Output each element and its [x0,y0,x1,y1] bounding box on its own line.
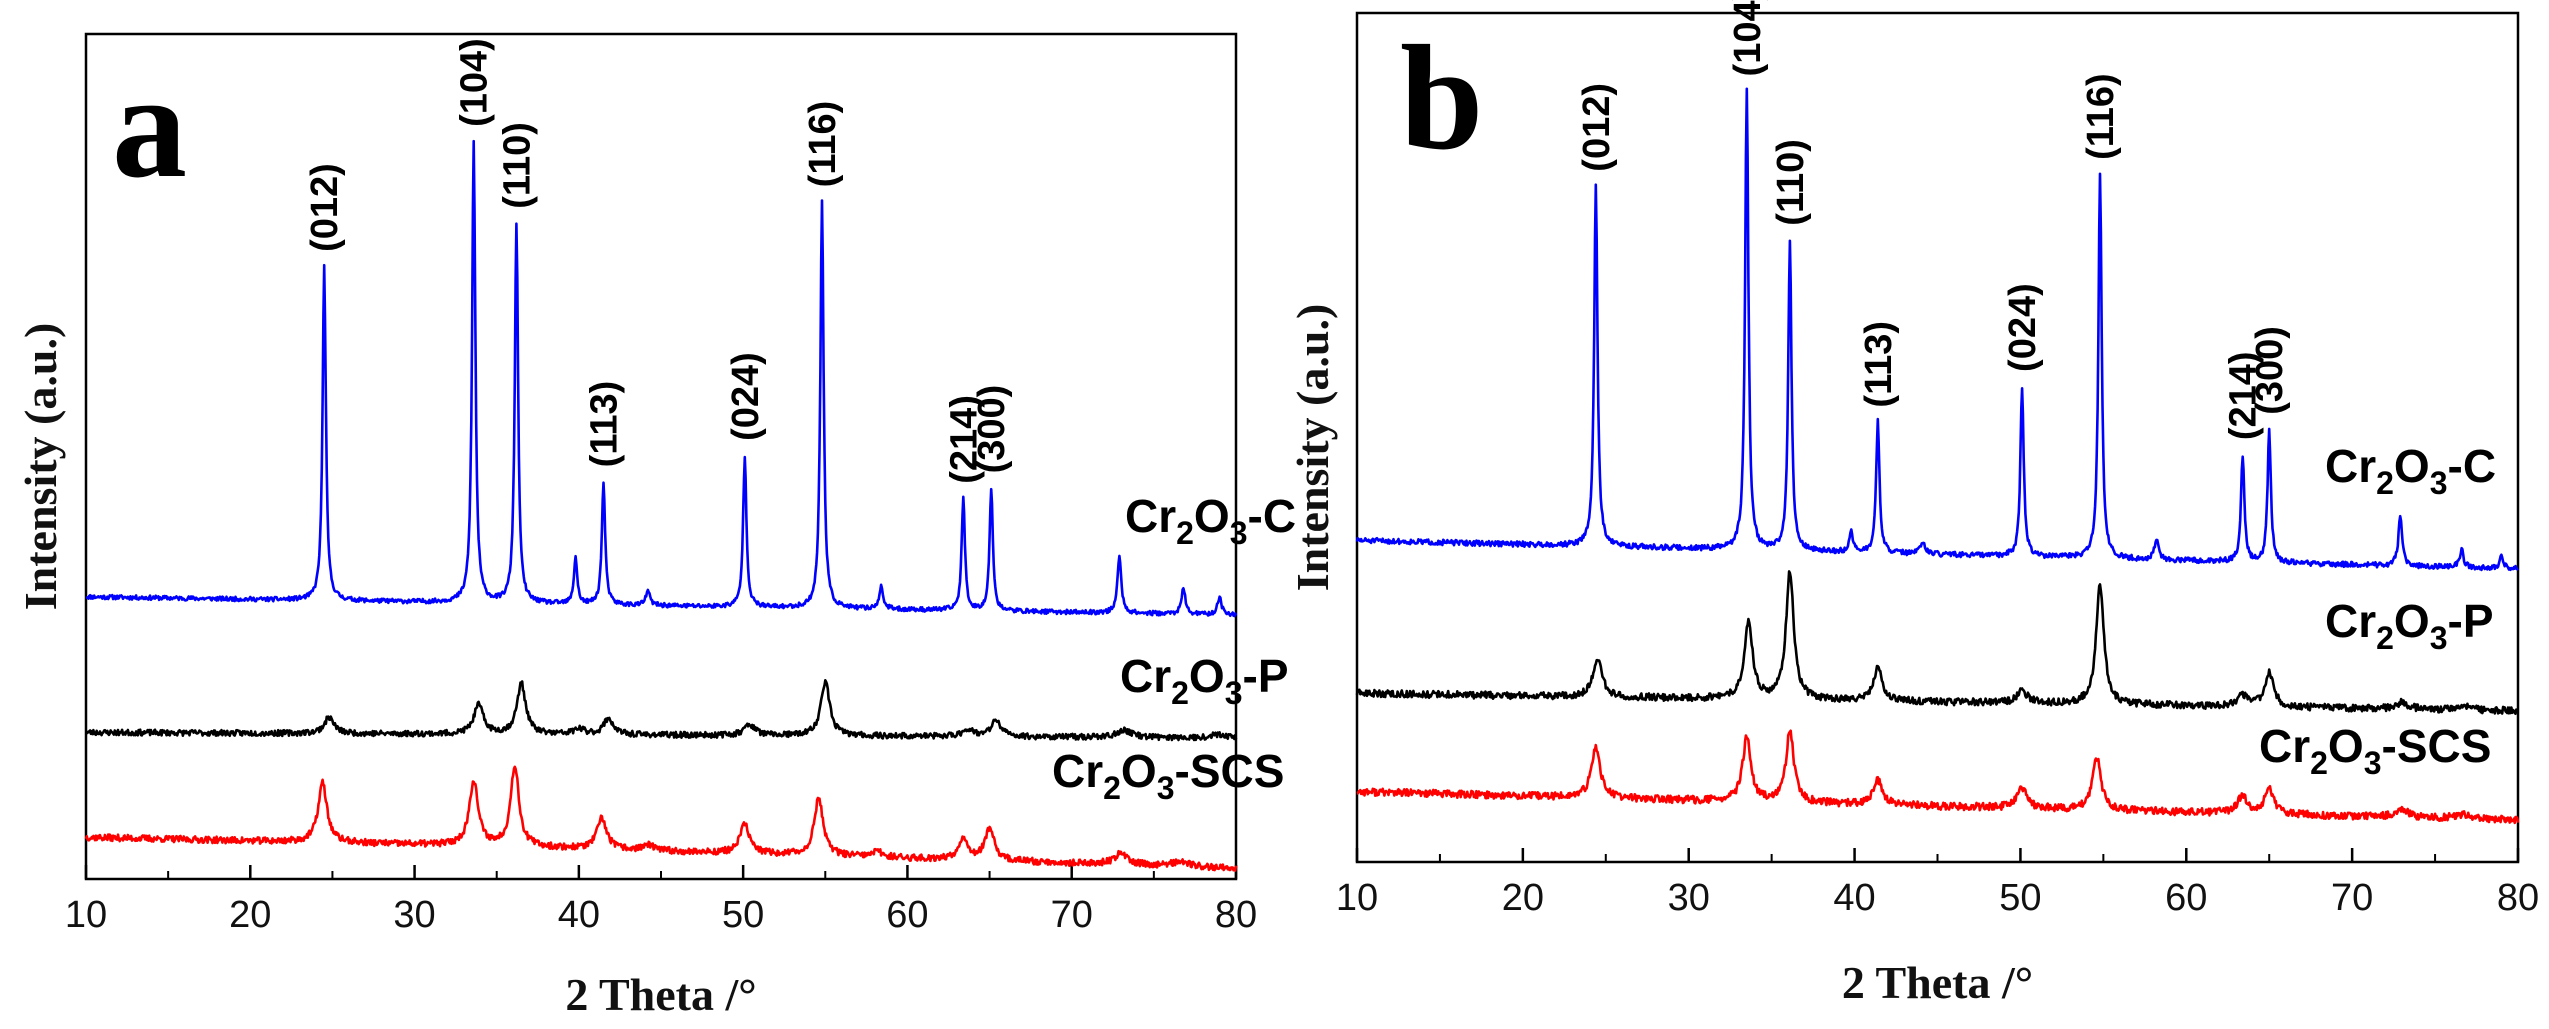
peak-label: (012) [304,163,346,252]
x-tick-label: 20 [229,894,271,936]
series-label-part: Cr [2259,720,2310,772]
x-tick-label: 50 [1999,877,2041,919]
series-label-part: 3 [1157,770,1175,806]
peak-label: (116) [2080,73,2122,160]
peak-label: (300) [2249,326,2291,415]
series-label: Cr2O3-C [1125,490,1296,551]
x-tick-label: 50 [722,894,764,936]
series-label-part: -SCS [1175,745,1285,797]
series-label-part: -C [2448,440,2497,492]
x-tick-label: 70 [2331,877,2373,919]
series-label-part: Cr [1052,745,1103,797]
peak-label: (214) [943,395,985,484]
y-axis-title: Intensity (a.u.) [15,323,66,611]
series-label-part: 2 [2376,620,2394,656]
series-label-part: Cr [1125,490,1176,542]
x-axis-title: 2 Theta /° [565,969,756,1020]
series-label-part: Cr [2325,440,2376,492]
y-axis-title: Intensity (a.u.) [1287,304,1338,592]
x-tick-label: 70 [1051,894,1093,936]
peak-label: (104) [454,38,496,127]
panel-a: 10 20 30 40 50 60 70 80 2 Theta /° Intensity (a.u… [15,32,1296,1020]
x-tick-label: 30 [1668,877,1710,919]
peak-label: (024) [725,352,767,441]
peak-label: (300) [971,385,1013,474]
panel-letter: b [1400,15,1483,181]
peak-label: (116) [802,101,844,188]
x-tick-label: 10 [65,894,107,936]
series-label-part: -P [2448,595,2494,647]
series-label: Cr2O3-P [2325,595,2494,656]
peak-label: (110) [1770,139,1812,226]
peak-label: (214) [2223,351,2265,440]
series-label-part: O [1121,745,1157,797]
series-label-part: O [2394,595,2430,647]
series-label-part: 3 [1230,515,1248,551]
series-line-cr2o3-scs [84,765,1238,872]
series-label-part: 2 [1103,770,1121,806]
series-label-part: 3 [1225,675,1243,711]
x-tick-label: 80 [2497,877,2539,919]
x-tick-label: 30 [393,894,435,936]
series-label-part: -P [1243,650,1289,702]
series-line-cr2o3-c [1355,87,2519,572]
x-tick-label: 40 [558,894,600,936]
peak-label: (113) [584,381,626,468]
series-label: Cr2O3-P [1120,650,1289,711]
series-label-part: O [1194,490,1230,542]
series-label: Cr2O3-C [2325,440,2496,501]
series-label-part: 3 [2430,465,2448,501]
peak-label: (110) [496,122,538,209]
peak-label: (104) [1727,0,1769,76]
series-label-part: 2 [1176,515,1194,551]
series-label-part: -C [1248,490,1297,542]
series-label-part: -SCS [2382,720,2492,772]
series-label-part: 3 [2364,745,2382,781]
x-tick-label: 60 [886,894,928,936]
series-label-part: O [2394,440,2430,492]
series-label-part: O [2328,720,2364,772]
series-label: Cr2O3-SCS [1052,745,1284,806]
panel-letter: a [112,43,187,209]
series-label-part: 3 [2430,620,2448,656]
series-label-part: Cr [2325,595,2376,647]
x-tick-label: 40 [1833,877,1875,919]
x-axis-title: 2 Theta /° [1842,957,2033,1008]
peak-label: (012) [1576,83,1618,172]
series-label: Cr2O3-SCS [2259,720,2491,781]
series-line-cr2o3-c [85,139,1238,618]
series-label-part: 2 [2310,745,2328,781]
series-label-part: O [1189,650,1225,702]
series-label-part: Cr [1120,650,1171,702]
x-tick-label: 60 [2165,877,2207,919]
series-label-part: 2 [1171,675,1189,711]
peak-label: (024) [2002,283,2044,372]
x-tick-label: 80 [1215,894,1257,936]
series-line-cr2o3-p [85,679,1238,742]
x-tick-label: 10 [1336,877,1378,919]
series-line-cr2o3-scs [1356,729,2520,825]
series-label-part: 2 [2376,465,2394,501]
panel-b: 10 20 30 40 50 60 70 80 2 Theta /° Intensity (a.u… [1287,0,2539,1008]
series-line-cr2o3-p [1355,570,2519,715]
peak-label: (113) [1858,321,1900,408]
x-tick-label: 20 [1502,877,1544,919]
